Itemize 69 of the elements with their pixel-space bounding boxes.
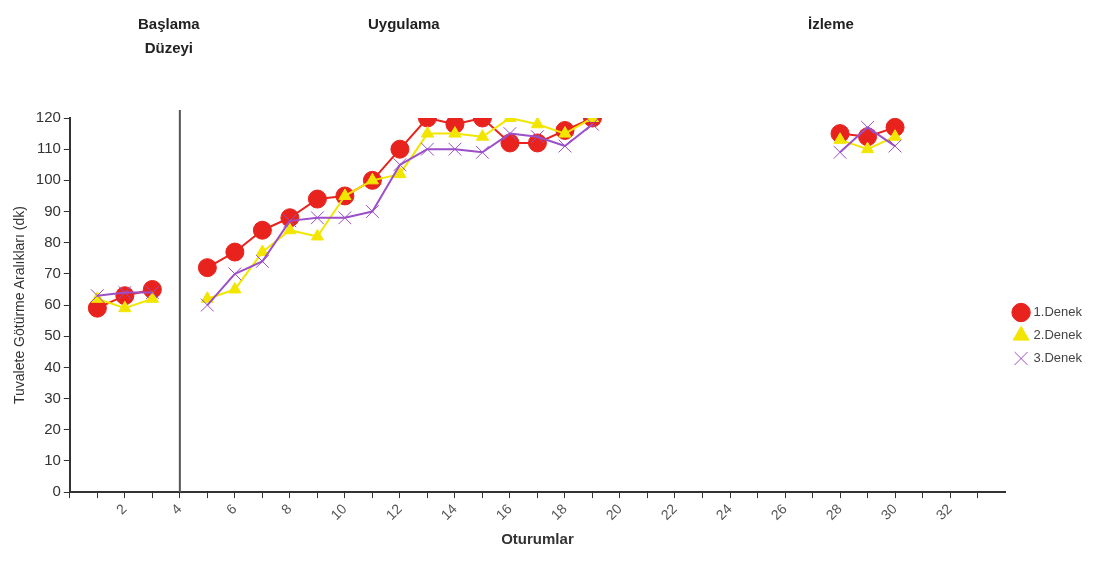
- x-tick-label: 30: [877, 500, 901, 523]
- text: Başlama Düzeyi: [138, 14, 200, 58]
- x-tick-label: 8: [277, 500, 295, 518]
- point: [888, 139, 902, 153]
- point: [585, 118, 600, 132]
- point: [860, 141, 875, 154]
- text: Uygulama: [368, 14, 440, 34]
- point: [448, 142, 462, 157]
- point: [475, 129, 489, 141]
- point: [252, 220, 272, 240]
- y-tick-label: 60: [44, 295, 61, 313]
- x-tick-label: 22: [657, 500, 680, 523]
- point: [558, 139, 572, 153]
- text: İzleme: [808, 14, 854, 34]
- x-tick-label: 24: [712, 500, 735, 523]
- point: [390, 139, 410, 159]
- point: [420, 126, 434, 138]
- legend-label: 3.Denek: [1033, 350, 1083, 366]
- y-tick-label: 20: [44, 419, 61, 437]
- point: [283, 222, 297, 235]
- point: [200, 298, 215, 312]
- point: [255, 254, 270, 269]
- y-axis-title: Tuvalete Götürme Aralıkları (dk): [11, 206, 28, 404]
- x-tick-label: 26: [767, 500, 791, 523]
- y-tick-label: 30: [44, 388, 61, 406]
- y-tick-label: 80: [44, 232, 61, 250]
- point: [860, 120, 875, 135]
- point: [118, 300, 132, 313]
- point: [420, 142, 435, 157]
- point: [338, 210, 352, 225]
- point: [145, 291, 159, 303]
- x-tick-label: 2: [112, 500, 130, 518]
- y-tick-label: 120: [35, 108, 61, 126]
- point: [310, 228, 324, 241]
- x-tick-label: 10: [327, 500, 350, 523]
- y-tick-label: 90: [44, 201, 61, 219]
- point: [530, 118, 545, 129]
- point: [365, 204, 380, 219]
- x-tick-label: 18: [547, 500, 570, 523]
- x-tick-label: 16: [492, 500, 515, 523]
- x-tick-label: 6: [222, 500, 240, 518]
- x-tick-label: 14: [437, 500, 460, 523]
- point: [228, 267, 242, 281]
- y-tick-label: 10: [44, 451, 61, 469]
- y-tick-label: 110: [36, 139, 61, 157]
- point: [225, 242, 245, 262]
- legend-label: 1.Denek: [1033, 304, 1083, 320]
- y-tick-label: 0: [52, 482, 61, 500]
- point: [888, 129, 902, 141]
- point: [833, 145, 847, 160]
- point: [503, 126, 517, 141]
- legend-label: 2.Denek: [1033, 327, 1083, 343]
- point: [307, 189, 327, 209]
- y-tick-label: 100: [35, 170, 61, 188]
- point: [475, 145, 490, 160]
- x-tick-label: 32: [932, 500, 956, 523]
- y-tick-label: 40: [44, 357, 61, 375]
- point: [393, 157, 407, 172]
- x-tick-label: 4: [167, 500, 185, 518]
- x-tick-label: 28: [822, 500, 846, 523]
- y-tick-label: 50: [44, 326, 61, 344]
- x-axis-title: Oturumlar: [501, 530, 574, 548]
- point: [197, 258, 217, 278]
- x-tick-label: 12: [382, 500, 405, 523]
- point: [228, 281, 242, 294]
- y-tick-label: 70: [44, 264, 61, 282]
- point: [310, 210, 325, 225]
- point: [393, 166, 407, 179]
- x-tick-label: 20: [602, 500, 625, 523]
